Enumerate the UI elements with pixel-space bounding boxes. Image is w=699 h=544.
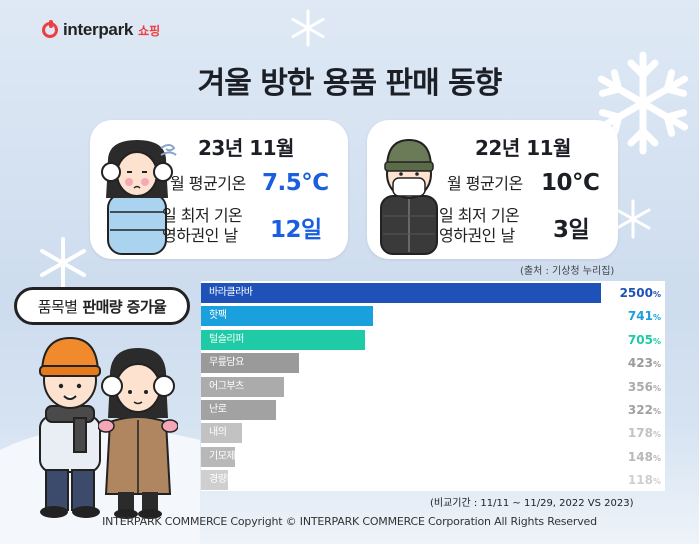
bar-row: 기모제품 148% <box>201 446 665 467</box>
compare-period: (비교기간 : 11/11 ~ 11/29, 2022 VS 2023) <box>430 498 634 509</box>
bar-value: 118% <box>627 473 661 488</box>
cold-days-label-1: 일 최저 기온 <box>439 206 520 225</box>
page-title: 겨울 방한 용품 판매 동향 <box>197 66 503 101</box>
category-badge: 품목별 판매량 증가율 <box>14 287 190 325</box>
badge-normal: 품목별 <box>37 297 78 316</box>
bar <box>201 283 601 303</box>
bar-row: 무릎담요 423% <box>201 353 665 374</box>
snowflake-icon <box>40 237 86 289</box>
bar <box>201 470 228 491</box>
bar <box>201 446 235 467</box>
bar-label: 경량패딩 <box>209 474 244 486</box>
cold-days-label-1: 일 최저 기온 <box>162 206 243 225</box>
bar-row: 바라클라바 2500% <box>201 283 665 303</box>
bar-value: 322% <box>627 403 661 417</box>
bar-value: 356% <box>627 379 661 394</box>
bar <box>201 329 365 350</box>
woman-earmuffs-illustration <box>101 140 173 255</box>
cold-days-value: 3일 <box>553 217 590 243</box>
cold-days-label-2: 영하권인 날 <box>162 226 238 245</box>
bar-row: 난로 322% <box>201 400 665 420</box>
bar-label: 난로 <box>209 404 227 415</box>
footer-copyright: INTERPARK COMMERCE Copyright © INTERPARK… <box>102 515 597 528</box>
avg-temp-value: 7.5°C <box>262 170 329 196</box>
man-beanie-mask-illustration <box>380 138 438 255</box>
bar-value: 705% <box>627 332 661 347</box>
source-note: (출처 : 기상청 누리집) <box>520 266 615 277</box>
card-2022: 22년 11월 월 평균기온 10°C 일 최저 기온 영하권인 날 3일 <box>367 120 618 259</box>
logo-mark-icon <box>42 20 58 38</box>
sales-growth-chart: 바라클라바 2500% 핫팩 741% 털슬리퍼 705% 무릎담요 423% 어그부츠 356%… <box>201 281 665 491</box>
brand-sub: 쇼핑 <box>138 23 161 38</box>
bar-row: 내의 178% <box>201 423 665 444</box>
bar-value: 423% <box>627 356 661 371</box>
avg-temp-value: 10°C <box>541 170 600 196</box>
bar <box>201 376 284 397</box>
bar-label: 털슬리퍼 <box>209 333 244 345</box>
bar <box>201 423 242 444</box>
bar-label: 핫팩 <box>209 310 227 322</box>
snowflake-icon <box>615 199 651 239</box>
bar-value: 148% <box>627 449 661 464</box>
bar-label: 기모제품 <box>209 450 244 462</box>
bar-value: 741% <box>627 309 661 324</box>
bar-row: 털슬리퍼 705% <box>201 329 665 350</box>
card-2023: 23년 11월 월 평균기온 7.5°C 일 최저 기온 영하권인 날 12일 <box>90 120 348 259</box>
card-2023-heading: 23년 11월 <box>198 136 294 160</box>
brand-name: interpark <box>63 20 134 39</box>
bar-row: 핫팩 741% <box>201 306 665 327</box>
bar-label: 무릎담요 <box>209 357 244 369</box>
bar-label: 어그부츠 <box>209 380 244 392</box>
bar-value: 2500% <box>619 286 661 300</box>
bar <box>201 306 373 327</box>
snowflake-icon <box>291 9 325 47</box>
avg-temp-label: 월 평균기온 <box>170 174 246 193</box>
bar <box>201 400 276 420</box>
bar-value: 178% <box>627 426 661 441</box>
bar-row: 경량패딩 118% <box>201 470 665 491</box>
avg-temp-label: 월 평균기온 <box>447 174 523 193</box>
bar <box>201 353 299 374</box>
bar-label: 내의 <box>209 427 227 439</box>
girl-coat-illustration <box>98 348 178 519</box>
bar-label: 바라클라바 <box>209 287 253 298</box>
brand-logo: interpark 쇼핑 <box>42 20 160 40</box>
snowflake-icon <box>588 51 698 158</box>
badge-bold: 판매량 증가율 <box>82 297 167 316</box>
cold-days-label-2: 영하권인 날 <box>439 226 515 245</box>
bar-row: 어그부츠 356% <box>201 376 665 397</box>
wind-icon <box>160 144 177 156</box>
card-2022-heading: 22년 11월 <box>475 136 571 160</box>
boy-scarf-illustration <box>39 336 101 518</box>
cold-days-value: 12일 <box>270 217 322 243</box>
